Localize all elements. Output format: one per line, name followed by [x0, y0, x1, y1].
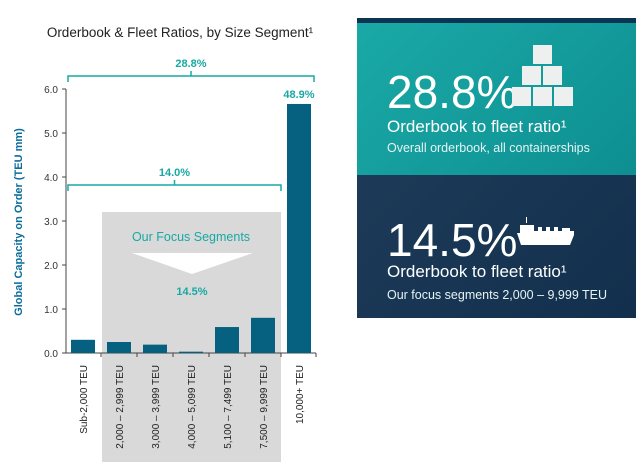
overall-bracket [67, 71, 315, 82]
focus-arrow [132, 253, 253, 274]
focus-segments-label: Our Focus Segments [132, 230, 250, 244]
overall-ratio-label: Orderbook to fleet ratio¹ [387, 117, 567, 136]
bar [179, 351, 203, 353]
bar-chart: Our Focus Segments 14.5% 0.0 1.0 2.0 3.0 4.0 5.… [13, 58, 317, 462]
focus-ratio-card: 14.5% Orderbook to fleet ratio¹ Our focu… [357, 175, 636, 318]
x-tick-label: 10,000+ TEU [295, 365, 306, 424]
overall-ratio-card: 28.8% Orderbook to fleet ratio¹ Overall … [357, 18, 636, 175]
bar [251, 317, 275, 353]
focus-ratio-value: 14.5% [387, 214, 518, 266]
bar [215, 327, 239, 353]
stacked-containers-icon [512, 45, 573, 106]
bar [71, 339, 95, 353]
y-tick-label: 6.0 [44, 85, 58, 96]
y-axis-label: Global Capacity on Order (TEU mm) [13, 128, 25, 316]
x-tick-label: 5,100 – 7,499 TEU [223, 365, 234, 449]
y-tick-label: 5.0 [44, 129, 58, 140]
overall-ratio-value: 28.8% [387, 66, 518, 118]
overall-label: 28.8% [175, 58, 206, 70]
container-ship-icon [517, 217, 574, 245]
y-tick-label: 3.0 [44, 217, 58, 228]
focus-ratio-desc: Our focus segments 2,000 – 9,999 TEU [387, 288, 608, 302]
bar [143, 344, 167, 353]
x-tick-label: 4,000 – 5,099 TEU [187, 365, 198, 449]
sub-10000-bracket [67, 180, 282, 191]
sub-10000-label: 14.0% [159, 167, 190, 179]
bar [107, 342, 131, 353]
summary-panel: 28.8% Orderbook to fleet ratio¹ Overall … [357, 18, 636, 318]
x-tick-label: 7,500 – 9,999 TEU [259, 365, 270, 449]
y-tick-label: 2.0 [44, 261, 58, 272]
focus-ratio-label: Orderbook to fleet ratio¹ [387, 262, 567, 281]
bar [287, 103, 311, 354]
overall-ratio-desc: Overall orderbook, all containerships [387, 141, 590, 155]
y-tick-label: 0.0 [44, 349, 58, 360]
focus-ratio-annotation: 14.5% [176, 286, 207, 298]
x-tick-label: 3,000 – 3,999 TEU [151, 365, 162, 449]
x-tick-label: Sub-2,000 TEU [79, 365, 90, 434]
chart-title: Orderbook & Fleet Ratios, by Size Segmen… [46, 25, 314, 40]
y-tick-label: 1.0 [44, 305, 58, 316]
y-tick-label: 4.0 [44, 173, 58, 184]
largest-segment-label: 48.9% [283, 89, 314, 101]
x-tick-label: 2,000 – 2,999 TEU [115, 365, 126, 449]
